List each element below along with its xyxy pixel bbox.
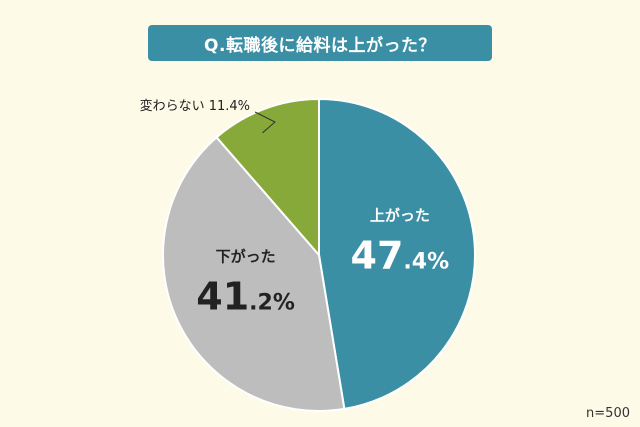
pie-slice-down (162, 135, 346, 412)
pie-slice-up (318, 97, 476, 411)
label-up-name: 上がった (370, 206, 430, 224)
sample-size: n=500 (586, 406, 630, 421)
label-down-name: 下がった (216, 248, 276, 266)
pie-slices (162, 97, 476, 412)
pie-labels: 上がった 47.4% 下がった 41.2% 変わらない 11.4% (140, 98, 450, 319)
leader-line-same (254, 111, 276, 134)
label-down-value: 41.2% (196, 275, 295, 319)
label-same: 変わらない 11.4% (140, 98, 250, 114)
label-up-value: 47.4% (351, 233, 450, 277)
pie-slice-same (215, 97, 320, 258)
chart-title: Q.転職後に給料は上がった？ (148, 25, 492, 61)
